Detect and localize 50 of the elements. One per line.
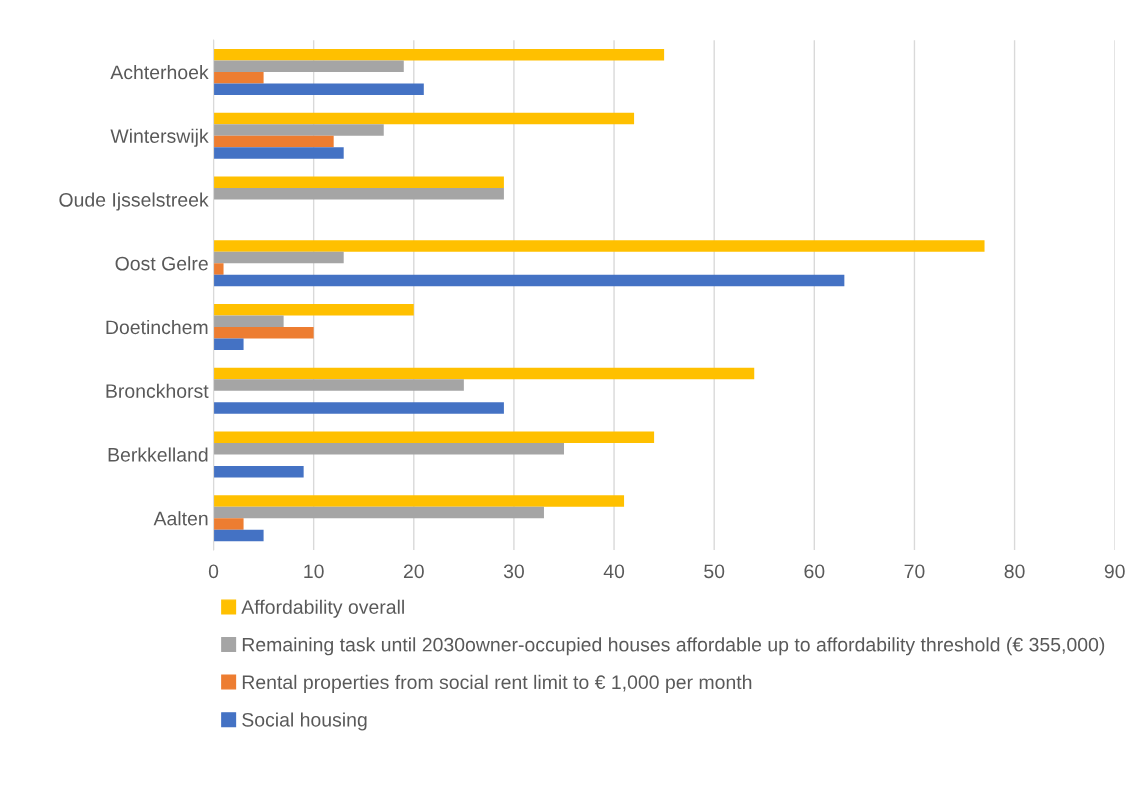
bar — [213, 274, 845, 287]
bar — [213, 112, 635, 125]
bar — [213, 367, 755, 380]
bar — [213, 49, 665, 61]
bar — [213, 72, 264, 84]
bar — [213, 315, 284, 327]
bar — [213, 240, 985, 252]
bar — [213, 529, 264, 542]
bar — [213, 135, 334, 148]
x-tick-label: 0 — [208, 564, 219, 579]
bar — [213, 147, 344, 159]
y-tick-label: Aalten — [153, 511, 208, 526]
bar — [213, 263, 224, 275]
bar — [213, 83, 424, 95]
y-tick-label: Oude Ijsselstreek — [59, 192, 209, 211]
y-tick-label: Bronckhorst — [106, 383, 209, 398]
bar — [213, 124, 384, 136]
x-tick-label: 70 — [904, 564, 925, 579]
bar — [213, 60, 404, 73]
legend-label: Remaining task until 2030owner-occupied houses affordable up to affordability threshold (€ 355,000) — [242, 637, 1105, 656]
x-tick-label: 80 — [1004, 564, 1025, 579]
bar — [213, 188, 504, 200]
y-tick-label: Doetinchem — [106, 319, 208, 335]
bar — [213, 506, 544, 519]
y-tick-label: Berkkelland — [108, 447, 208, 462]
bar — [213, 518, 244, 530]
bar — [213, 326, 314, 339]
x-tick-label: 40 — [603, 564, 625, 579]
bar — [213, 495, 625, 507]
bar — [213, 304, 414, 316]
legend-label: Rental properties from social rent limit to € 1,000 per month — [242, 674, 752, 693]
x-tick-label: 60 — [804, 564, 825, 579]
bar — [213, 176, 504, 189]
x-tick-label: 50 — [704, 564, 725, 579]
bar — [213, 465, 304, 478]
legend-label: Affordability overall — [241, 599, 404, 618]
y-tick-label: Oost Gelre — [115, 256, 208, 271]
x-tick-label: 90 — [1104, 564, 1125, 579]
x-tick-label: 20 — [403, 564, 424, 579]
y-tick-label: Achterhoek — [110, 64, 209, 80]
y-tick-label: Winterswijk — [110, 128, 209, 147]
bar — [213, 251, 344, 264]
bar — [213, 442, 564, 455]
bar — [213, 338, 244, 350]
bar — [213, 379, 464, 391]
x-tick-label: 10 — [304, 564, 324, 579]
x-tick-label: 30 — [503, 564, 524, 579]
bar — [213, 431, 655, 443]
legend-label: Social housing — [242, 712, 367, 731]
bar — [213, 402, 504, 414]
